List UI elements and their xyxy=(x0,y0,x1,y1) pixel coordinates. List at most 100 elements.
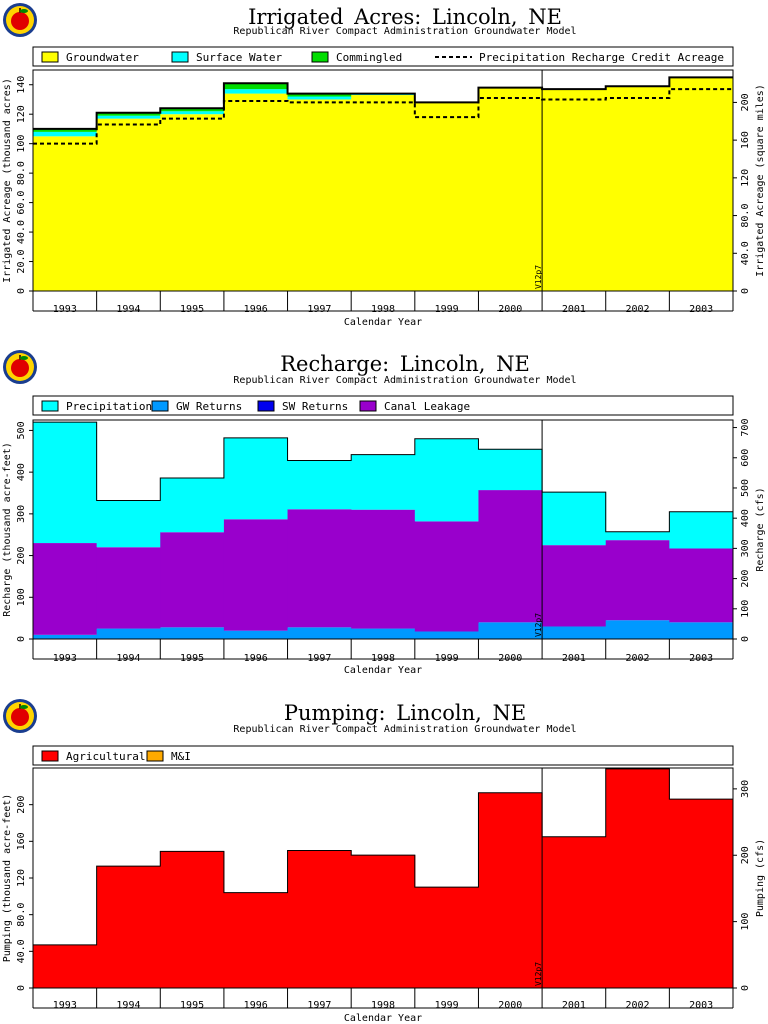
x-tick-label: 1994 xyxy=(116,1000,140,1011)
legend xyxy=(32,395,734,416)
bar-segment-gw-returns xyxy=(605,620,670,639)
apple-shape xyxy=(11,12,29,30)
y-tick-label: 100 xyxy=(16,588,27,606)
apple-leaf xyxy=(20,356,28,360)
apple-shape xyxy=(11,708,29,726)
y-tick-label: 0 xyxy=(16,985,27,991)
bar-segment-gw-returns xyxy=(96,628,161,639)
bar-segment-canal-leakage xyxy=(96,547,161,629)
x-tick-label: 1993 xyxy=(53,1000,77,1011)
bar-segment-agricultural xyxy=(287,850,352,988)
x-tick-label: 2003 xyxy=(689,1000,713,1011)
bar-segment-surface-water xyxy=(223,89,289,94)
y-right-tick-label: 300 xyxy=(740,780,751,798)
legend-label: Precipitation xyxy=(66,400,152,413)
y-right-tick-label: 400 xyxy=(740,509,751,527)
bar-segment-gw-returns xyxy=(33,634,98,639)
bar-segment-groundwater xyxy=(223,93,289,291)
x-tick-label: 1998 xyxy=(371,653,395,664)
series-outline xyxy=(33,76,733,130)
bar-segment-precipitation xyxy=(96,500,161,548)
y-axis-label-right: Irrigated Acreage (square miles) xyxy=(755,84,766,277)
chart-title: Pumping: Lincoln, NE xyxy=(284,701,526,725)
y-axis-label: Irrigated Acreage (thousand acres) xyxy=(2,78,13,283)
bar-segment-commingled xyxy=(287,93,352,97)
legend xyxy=(32,46,734,67)
bar-segment-groundwater xyxy=(669,77,734,291)
plot-frame xyxy=(32,419,734,640)
bar-segment-agricultural xyxy=(223,892,289,988)
bar-segment-commingled xyxy=(223,83,289,90)
y-tick-label: 200 xyxy=(16,547,27,565)
x-tick-label: 2000 xyxy=(498,653,522,664)
bar-segment-gw-returns xyxy=(287,627,352,639)
x-tick-label: 2000 xyxy=(498,1000,522,1011)
bar-segment-agricultural xyxy=(414,887,479,988)
bar-segment-agricultural xyxy=(669,799,734,988)
y-tick-label: 40.0 xyxy=(16,220,27,244)
y-tick-label: 120 xyxy=(16,869,27,887)
bar-segment-precipitation xyxy=(287,460,352,510)
y-tick-label: 160 xyxy=(16,832,27,850)
y-right-tick-label: 160 xyxy=(740,131,751,149)
legend-label: Groundwater xyxy=(66,51,139,64)
plot-frame xyxy=(32,69,734,292)
bar-segment-gw-returns xyxy=(542,626,607,639)
bar-segment-gw-returns xyxy=(414,631,479,639)
y-right-tick-label: 600 xyxy=(740,449,751,467)
x-tick-label: 1996 xyxy=(244,653,268,664)
legend-swatch xyxy=(171,51,189,63)
y-tick-label: 20.0 xyxy=(16,249,27,273)
bar-segment-canal-leakage xyxy=(414,521,479,632)
bar-segment-canal-leakage xyxy=(669,548,734,623)
y-tick-label: 300 xyxy=(16,505,27,523)
legend-label: Precipitation Recharge Credit Acreage xyxy=(479,51,724,64)
bar-segment-groundwater xyxy=(414,102,479,291)
chart-subtitle: Republican River Compact Administration … xyxy=(233,26,576,37)
bar-segment-precipitation xyxy=(33,422,98,544)
bar-segment-groundwater xyxy=(542,89,607,291)
bar-segment-precipitation xyxy=(160,477,225,533)
bar-segment-agricultural xyxy=(351,855,416,988)
x-tick-label: 1993 xyxy=(53,304,77,315)
x-tick-label: 1999 xyxy=(435,304,459,315)
y-right-tick-label: 700 xyxy=(740,419,751,437)
bar-segment-agricultural xyxy=(96,866,161,988)
bar-segment-groundwater xyxy=(478,87,543,292)
bar-segment-gw-returns xyxy=(160,627,225,639)
x-axis-label: Calendar Year xyxy=(344,317,422,328)
bar-segment-gw-returns xyxy=(478,622,543,639)
bar-segment-agricultural xyxy=(542,836,607,988)
x-tick-label: 2002 xyxy=(625,304,649,315)
x-tick-label: 1997 xyxy=(307,304,331,315)
x-tick-label: 1995 xyxy=(180,653,204,664)
bar-segment-canal-leakage xyxy=(33,543,98,635)
x-tick-label: 2000 xyxy=(498,304,522,315)
x-tick-label: 2003 xyxy=(689,653,713,664)
bar-segment-canal-leakage xyxy=(287,509,352,628)
legend-label: Canal Leakage xyxy=(384,400,470,413)
y-right-tick-label: 100 xyxy=(740,600,751,618)
x-tick-label: 1997 xyxy=(307,1000,331,1011)
bar-segment-surface-water xyxy=(160,111,225,115)
legend-swatch xyxy=(311,51,329,63)
y-tick-label: 0 xyxy=(16,288,27,294)
y-right-tick-label: 200 xyxy=(740,570,751,588)
x-tick-label: 2001 xyxy=(562,653,586,664)
x-tick-label: 1996 xyxy=(244,1000,268,1011)
bar-segment-commingled xyxy=(96,112,161,116)
model-version-marker-label: V12p7 xyxy=(534,962,543,986)
bar-segment-agricultural xyxy=(605,768,670,988)
bar-segment-agricultural xyxy=(33,944,98,988)
y-tick-label: 120 xyxy=(16,105,27,123)
y-right-tick-label: 0 xyxy=(740,636,751,642)
bar-segment-precipitation xyxy=(414,438,479,522)
y-tick-label: 60.0 xyxy=(16,191,27,215)
x-tick-label: 2001 xyxy=(562,304,586,315)
x-tick-label: 1998 xyxy=(371,304,395,315)
legend-swatch xyxy=(41,400,59,412)
bar-segment-precipitation xyxy=(605,531,670,541)
y-right-tick-label: 0 xyxy=(740,985,751,991)
legend-swatch xyxy=(359,400,377,412)
bar-segment-surface-water xyxy=(287,96,352,100)
